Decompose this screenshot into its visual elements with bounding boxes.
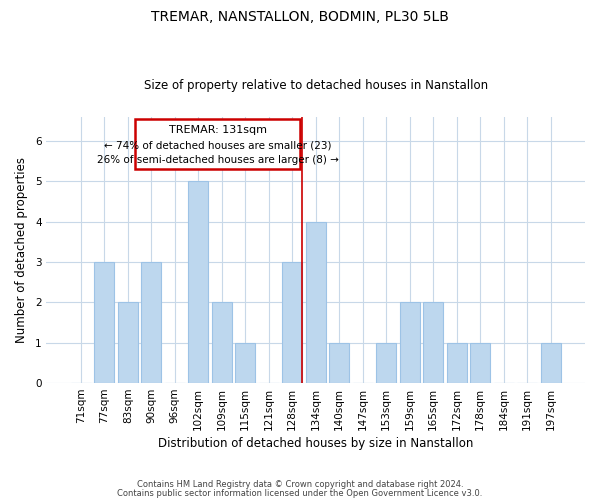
Y-axis label: Number of detached properties: Number of detached properties	[15, 157, 28, 343]
Bar	[188, 182, 208, 383]
Bar	[212, 302, 232, 383]
Bar	[235, 342, 255, 383]
Bar	[282, 262, 302, 383]
FancyBboxPatch shape	[135, 119, 301, 169]
Bar	[142, 262, 161, 383]
Text: 26% of semi-detached houses are larger (8) →: 26% of semi-detached houses are larger (…	[97, 155, 338, 165]
Bar	[541, 342, 560, 383]
Text: TREMAR: 131sqm: TREMAR: 131sqm	[169, 125, 266, 135]
Text: TREMAR, NANSTALLON, BODMIN, PL30 5LB: TREMAR, NANSTALLON, BODMIN, PL30 5LB	[151, 10, 449, 24]
Bar	[118, 302, 138, 383]
Bar	[446, 342, 467, 383]
Bar	[329, 342, 349, 383]
Bar	[94, 262, 115, 383]
Bar	[400, 302, 419, 383]
Text: Contains public sector information licensed under the Open Government Licence v3: Contains public sector information licen…	[118, 489, 482, 498]
Text: ← 74% of detached houses are smaller (23): ← 74% of detached houses are smaller (23…	[104, 140, 331, 150]
X-axis label: Distribution of detached houses by size in Nanstallon: Distribution of detached houses by size …	[158, 437, 473, 450]
Bar	[423, 302, 443, 383]
Title: Size of property relative to detached houses in Nanstallon: Size of property relative to detached ho…	[143, 79, 488, 92]
Bar	[306, 222, 326, 383]
Bar	[470, 342, 490, 383]
Bar	[376, 342, 396, 383]
Text: Contains HM Land Registry data © Crown copyright and database right 2024.: Contains HM Land Registry data © Crown c…	[137, 480, 463, 489]
